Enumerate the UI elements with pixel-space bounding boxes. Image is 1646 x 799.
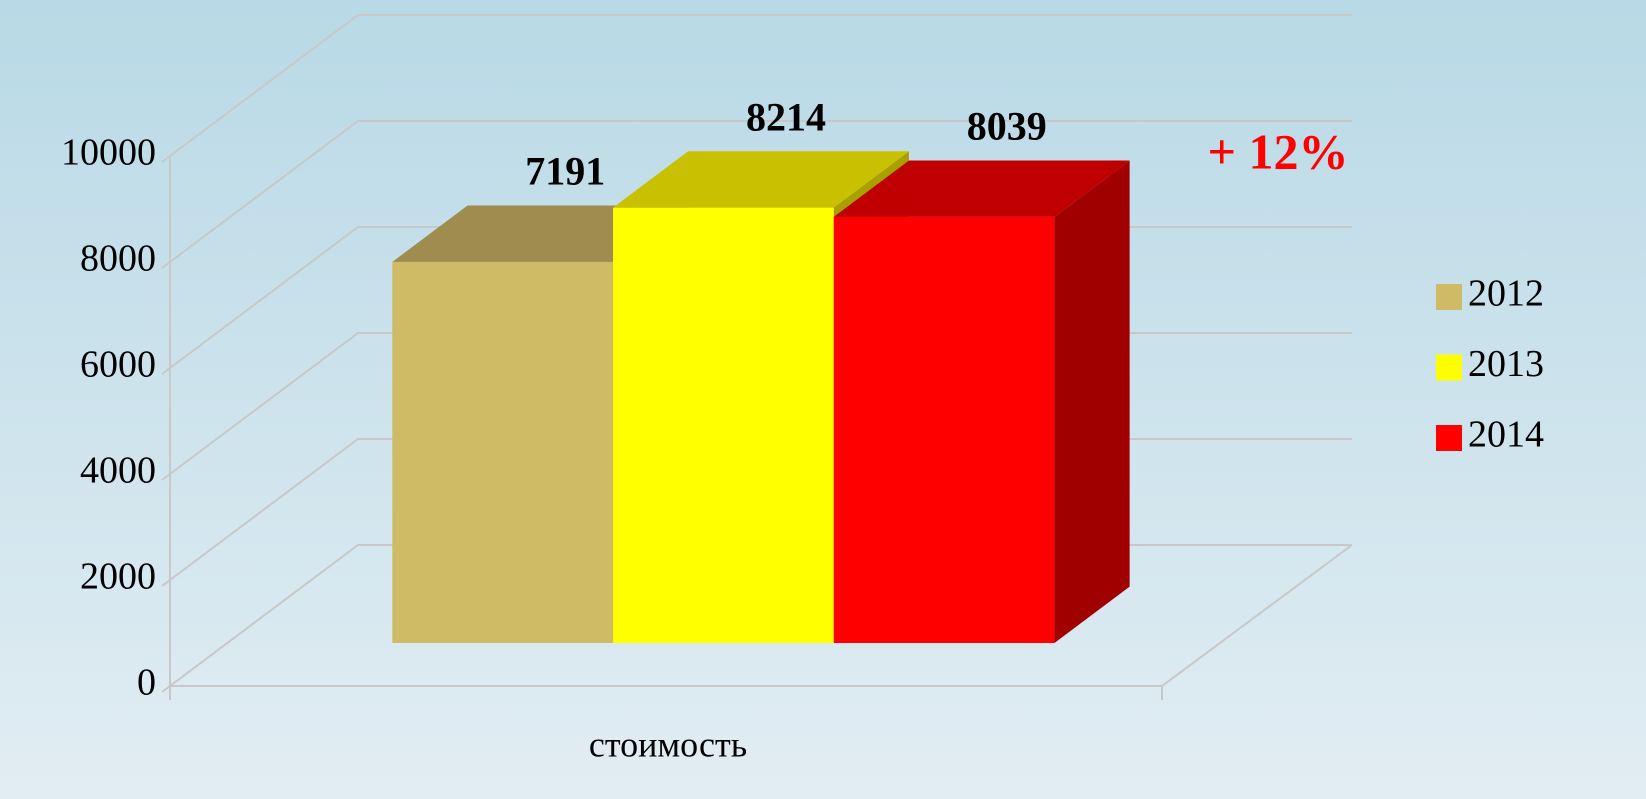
data-label: 8214 [746,94,826,139]
y-tick [161,473,171,481]
legend-swatch [1436,284,1462,310]
y-tick [161,685,171,693]
bar-side [1054,160,1130,643]
data-label: 7191 [525,149,605,194]
bar-front [833,216,1055,643]
annotation: + 12% [1208,123,1349,179]
y-tick [161,579,171,587]
y-tick [161,261,171,269]
legend-label: 2013 [1468,343,1544,385]
y-tick-label: 6000 [80,344,156,386]
legend-swatch [1436,354,1462,381]
grid-line [169,120,1352,263]
bar-front [392,261,614,643]
data-label: 8039 [967,104,1047,149]
y-tick-label: 4000 [80,450,156,492]
bar-top [613,151,909,208]
y-tick [161,155,171,163]
y-tick-label: 10000 [61,132,156,174]
bar-top [833,160,1130,217]
legend-label: 2012 [1468,273,1544,315]
grid-line [169,14,1352,157]
y-tick-label: 2000 [80,556,156,598]
bar-front [613,207,834,643]
legend-label: 2014 [1468,414,1544,456]
y-tick-label: 0 [137,662,156,704]
x-tick-label: стоимость [589,724,747,764]
legend-swatch [1436,425,1462,451]
y-tick [161,367,171,375]
y-tick-label: 8000 [80,238,156,280]
